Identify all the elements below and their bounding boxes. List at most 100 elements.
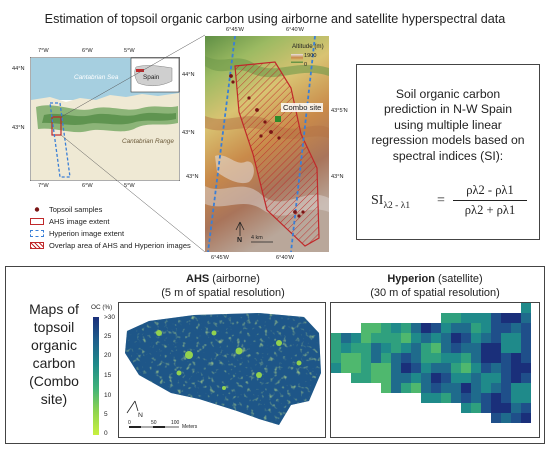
scale-unit: Meters [182,424,198,430]
hyperion-pixel [331,343,341,353]
hyperion-pixel [521,333,531,343]
overview-lon-tick: 6°W [82,48,93,54]
hyperion-pixel [491,333,501,343]
range-label: Cantabrian Range [122,138,174,145]
hyperion-pixel [461,393,471,403]
hyperion-pixel [491,393,501,403]
hyperion-pixel [491,353,501,363]
hyperion-pixel [381,343,391,353]
hyperion-pixel [521,373,531,383]
hyperion-pixel [331,333,341,343]
hyperion-pixel [371,343,381,353]
hyperion-pixel [501,393,511,403]
hyperion-pixel [521,353,531,363]
formula-description: Soil organic carbon prediction in N-W Sp… [371,87,525,163]
hyperion-pixel [431,333,441,343]
hyperion-pixel [381,333,391,343]
hyperion-pixel [401,343,411,353]
sea-label: Cantabrian Sea [74,74,119,81]
hyperion-pixel [521,393,531,403]
overview-lat-tick: 43°N [12,125,25,131]
overview-lon-tick: 6°W [82,183,93,189]
detail-lon-tick: 6°45'W [211,255,229,261]
hyperion-pixel [481,353,491,363]
hyperion-pixel [501,333,511,343]
altitude-min: 0 [304,62,308,68]
hyperion-pixel [341,343,351,353]
legend-item: Hyperion image extent [30,229,124,238]
hyperion-pixel [411,323,421,333]
spectral-index-formula: SIλ2 - λ1 = ρλ2 - ρλ1 ρλ2 + ρλ1 [371,179,531,223]
hyperion-pixel [401,353,411,363]
hyperion-pixel [501,343,511,353]
scale-label: 4 km [251,235,263,241]
hyperion-pixel [521,363,531,373]
colorbar-tick: 0 [104,430,108,437]
hyperion-pixel [511,333,521,343]
hyperion-pixel [361,373,371,383]
hyperion-pixel [391,363,401,373]
hyperion-pixel [481,363,491,373]
hyperion-pixel [511,393,521,403]
hyperion-pixel [351,353,361,363]
hyperion-pixel [471,323,481,333]
hyperion-pixel [461,403,471,413]
altitude-title: Altitude (m) [292,43,324,50]
legend-item: Topsoil samples [30,205,102,214]
hyperion-pixel [391,373,401,383]
altitude-max: 1900 [304,53,317,59]
hyperion-pixel [471,313,481,323]
hyperion-pixel [351,343,361,353]
hyperion-pixel [441,373,451,383]
hyperion-pixel [401,333,411,343]
hyperion-pixel [411,353,421,363]
hyperion-pixel [511,323,521,333]
hyperion-pixel [441,333,451,343]
hyperion-pixel [441,383,451,393]
hyperion-pixel [481,393,491,403]
hyperion-pixel [381,353,391,363]
hyperion-pixel [391,333,401,343]
overview-lat-tick: 44°N [182,72,195,78]
maps-title: Maps of topsoil organic carbon (Combo si… [29,301,79,407]
hyperion-pixel [461,313,471,323]
hyperion-pixel [521,413,531,423]
hyperion-pixel [471,353,481,363]
hyperion-pixel [411,363,421,373]
legend-label: Topsoil samples [49,205,103,214]
hyperion-pixel [451,373,461,383]
hyperion-pixel [491,313,501,323]
colorbar-tick: 20 [104,352,112,359]
ahs-north-label: N [138,412,143,419]
hyperion-pixel [351,363,361,373]
hyperion-pixel [511,353,521,363]
hyperion-pixel [371,323,381,333]
hyperion-pixel [451,383,461,393]
hyperion-pixel [361,343,371,353]
detail-map: Altitude (m) 1900 0 Combo site 4 km N [205,35,329,253]
colorbar-tick: 15 [104,372,112,379]
hyperion-pixel [441,343,451,353]
detail-lon-tick: 6°40'W [276,255,294,261]
hyperion-pixel [401,323,411,333]
scale-tick: 50 [151,420,157,426]
ahs-panel-title: AHS (airborne) (5 m of spatial resolutio… [161,273,285,299]
detail-lon-tick: 6°45'W [226,27,244,33]
hyperion-pixel [511,413,521,423]
hyperion-pixel [371,333,381,343]
hyperion-pixel [421,323,431,333]
scale-tick: 100 [171,420,180,426]
red-rectangle-icon [30,218,44,225]
hyperion-pixel [441,353,451,363]
hyperion-pixel [401,363,411,373]
hyperion-pixel [501,323,511,333]
hyperion-pixel [451,393,461,403]
detail-lat-tick: 43°5'N [331,108,348,114]
legend-label: AHS image extent [49,217,110,226]
combo-site-label: Combo site [281,103,324,112]
hyperion-pixel [461,343,471,353]
detail-lat-tick: 43°N [186,174,199,180]
hyperion-pixel [491,373,501,383]
hyperion-pixel [491,343,501,353]
hyperion-pixel [461,353,471,363]
